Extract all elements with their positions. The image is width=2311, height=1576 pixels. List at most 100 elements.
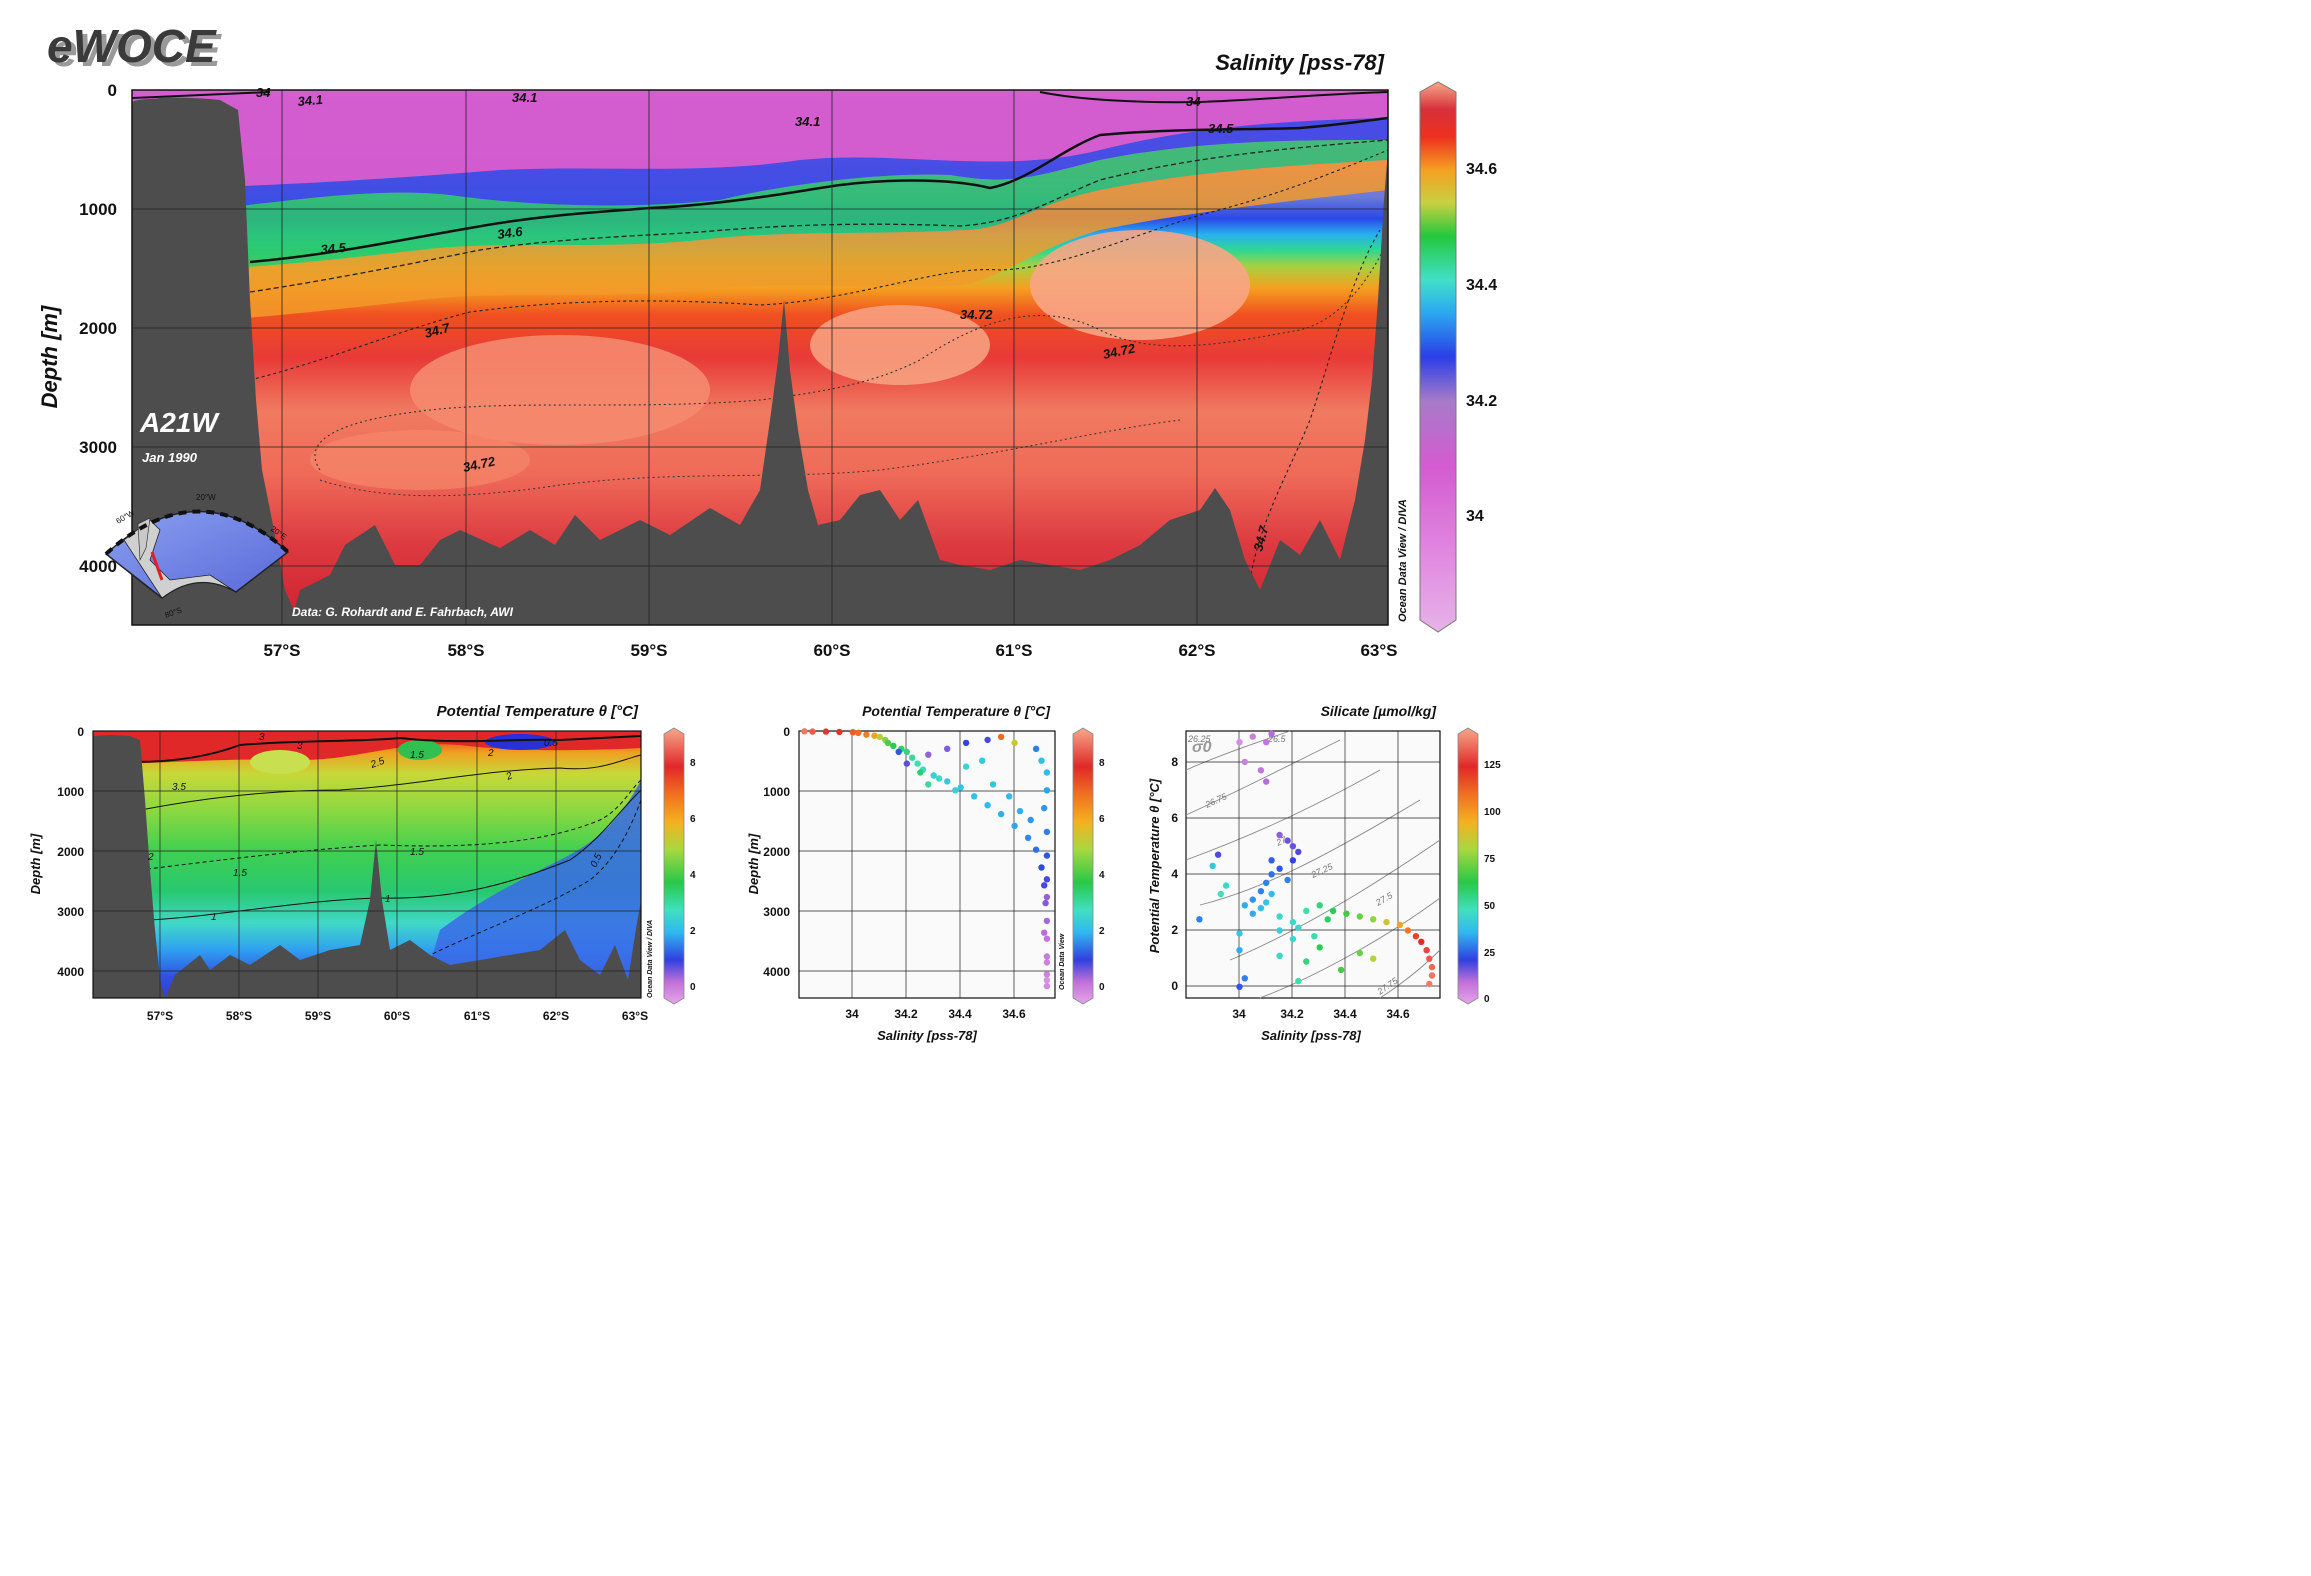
colorbar-tick-label: 125 <box>1484 760 1501 771</box>
y-tick-label: 0 <box>1171 979 1178 993</box>
scatter-point <box>1276 952 1283 959</box>
temperature-contour-labels: 3 2.5 3 1.5 3.5 2 2 0.5 2 1.5 1.5 1 1 0.… <box>147 732 605 923</box>
scatter-1-x-axis: 34 34.2 34.4 34.6 <box>845 1007 1026 1021</box>
scatter-1-y-label: Depth [m] <box>746 833 761 894</box>
contour-label: 34.5 <box>320 240 347 257</box>
scatter-point <box>871 732 878 739</box>
contour-label: 1.5 <box>233 868 247 879</box>
scatter-point <box>957 784 964 791</box>
x-tick-label: 34 <box>845 1007 859 1021</box>
temperature-cold-bottom <box>420 780 641 998</box>
scatter-point <box>1032 745 1040 752</box>
scatter-1-grid <box>799 731 1055 998</box>
x-tick-label: 34 <box>1232 1007 1246 1021</box>
colorbar-tick-label: 34.6 <box>1466 161 1497 178</box>
y-tick-label: 1000 <box>79 200 117 219</box>
scatter-point <box>997 810 1005 818</box>
contour-label: 2 <box>147 852 154 863</box>
x-tick-label: 34.6 <box>1002 1007 1026 1021</box>
y-tick-label: 3000 <box>763 905 790 919</box>
scatter-point <box>903 760 910 767</box>
scatter-point <box>1268 857 1275 864</box>
scatter-point <box>895 748 902 755</box>
scatter-point <box>1043 959 1051 966</box>
scatter-point <box>1268 871 1275 878</box>
contour-label: 34 <box>256 85 271 100</box>
contour-label: 34 <box>1186 94 1201 109</box>
scatter-point <box>1418 938 1425 945</box>
x-tick-label: 60°S <box>384 1009 410 1023</box>
scatter-point <box>884 739 892 747</box>
salinity-grid <box>132 90 1388 625</box>
salinity-max-core-2 <box>810 305 990 385</box>
scatter-point <box>1276 831 1283 839</box>
scatter-point <box>1316 944 1323 951</box>
x-tick-label: 57°S <box>147 1009 173 1023</box>
scatter-point <box>962 739 970 747</box>
scatter-point <box>1041 882 1048 889</box>
colorbar-tick-label: 25 <box>1484 948 1496 959</box>
scatter-point <box>1043 769 1051 776</box>
colorbar-tick-label: 34.2 <box>1466 393 1497 410</box>
x-tick-label: 62°S <box>1178 641 1215 660</box>
contour-label: 34.72 <box>1102 340 1138 362</box>
scatter-point <box>1428 963 1436 971</box>
x-tick-label: 34.6 <box>1386 1007 1410 1021</box>
odv-watermark: Ocean Data View <box>1059 933 1066 990</box>
y-tick-label: 4000 <box>763 965 790 979</box>
y-tick-label: 0 <box>783 725 790 739</box>
scatter-point <box>1370 916 1377 923</box>
scatter-point <box>855 729 862 736</box>
contour-label: 1 <box>211 912 217 923</box>
scatter-point <box>1412 933 1420 940</box>
y-tick-label: 0 <box>77 725 84 739</box>
scatter-point <box>971 793 978 800</box>
scatter-point <box>1289 857 1297 864</box>
contour-label: 34.5 <box>1208 121 1234 136</box>
scatter-point <box>944 745 951 752</box>
temperature-warm-patch-1 <box>250 750 310 774</box>
scatter-point <box>909 754 916 761</box>
scatter-point <box>1257 904 1265 912</box>
scatter-point <box>1011 822 1018 830</box>
y-tick-label: 2 <box>1171 923 1178 937</box>
scatter-point <box>1043 893 1051 901</box>
salinity-green-band <box>132 140 1388 272</box>
contour-label: 0.5 <box>544 738 558 749</box>
scatter-point <box>809 728 816 735</box>
colorbar-body <box>1419 81 1457 633</box>
scatter-2-points <box>1196 730 1436 990</box>
contour-label: 34.7 <box>1250 524 1271 553</box>
sigma-label: σ0 <box>1192 739 1212 756</box>
colorbar-tick-label: 34.4 <box>1466 277 1497 294</box>
scatter-point <box>1263 778 1270 785</box>
contour-34-5 <box>249 116 1388 264</box>
contour-label: 1.5 <box>410 750 424 761</box>
scatter-1-frame <box>798 730 1056 999</box>
colorbar-tick-label: 34 <box>1466 508 1484 525</box>
salinity-frame <box>131 89 1389 626</box>
odv-watermark: Ocean Data View / DIVA <box>647 920 654 998</box>
salinity-max-core-3 <box>1030 230 1250 340</box>
x-tick-label: 63°S <box>622 1009 648 1023</box>
salinity-max-core-4 <box>310 430 530 490</box>
x-tick-label: 59°S <box>305 1009 331 1023</box>
colorbar-tick-label: 50 <box>1484 901 1496 912</box>
x-tick-label: 62°S <box>543 1009 569 1023</box>
temperature-y-label: Depth [m] <box>28 833 43 894</box>
contour-label: 1.5 <box>410 847 424 858</box>
scatter-point <box>1426 980 1433 988</box>
scatter-point <box>1276 927 1283 934</box>
scatter-point <box>836 728 843 736</box>
contour-label: 34.72 <box>960 307 993 322</box>
x-tick-label: 60°S <box>813 641 850 660</box>
temperature-x-axis: 57°S 58°S 59°S 60°S 61°S 62°S 63°S <box>147 1009 648 1023</box>
scatter-point <box>1311 933 1318 940</box>
scatter-point <box>1268 730 1275 737</box>
scatter-point <box>1295 924 1302 931</box>
salinity-blue-band <box>132 118 1388 215</box>
temp-contour-1-5 <box>139 779 641 871</box>
colorbar-tick-label: 0 <box>690 982 696 993</box>
y-tick-label: 2000 <box>763 845 790 859</box>
scatter-point <box>952 787 959 794</box>
